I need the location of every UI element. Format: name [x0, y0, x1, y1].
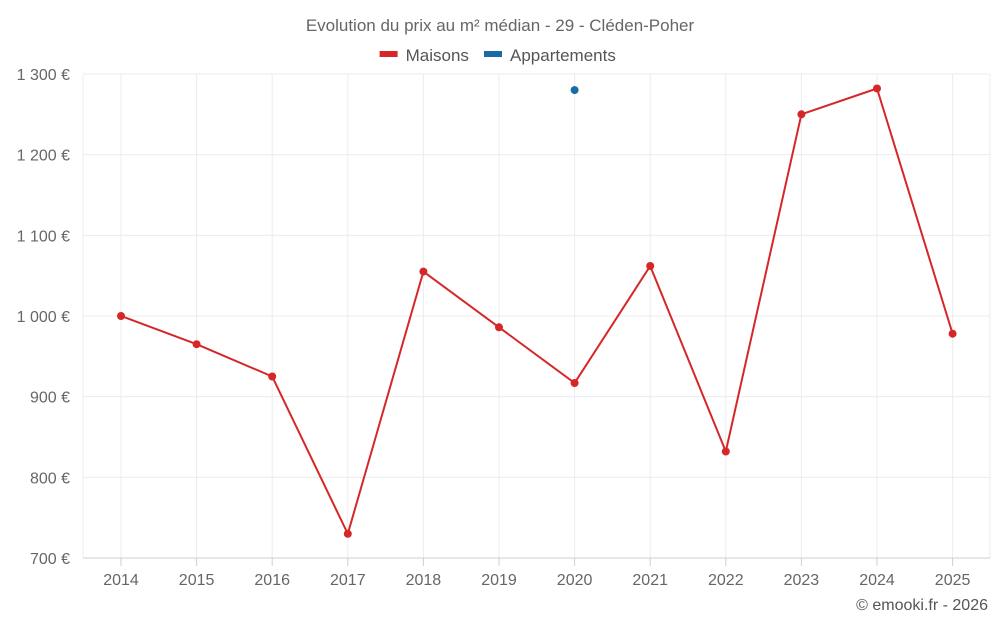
y-tick-label: 1 100 € [17, 228, 70, 245]
series [117, 84, 957, 538]
data-point-maisons[interactable] [192, 340, 201, 349]
data-point-maisons[interactable] [646, 262, 655, 270]
x-tick-label: 2014 [103, 572, 139, 589]
x-tick-label: 2016 [254, 572, 290, 589]
grid [82, 73, 991, 558]
y-tick-label: 700 € [30, 551, 70, 568]
data-point-maisons[interactable] [721, 447, 730, 456]
data-point-maisons[interactable] [268, 372, 277, 381]
data-point-maisons[interactable] [117, 312, 125, 320]
y-tick-label: 800 € [30, 470, 70, 487]
x-tick-label: 2017 [330, 572, 366, 589]
x-axis: 2014 2015 2016 2017 2018 2019 2020 2021 2022 2023… [83, 557, 990, 589]
y-tick-label: 1 000 € [17, 309, 70, 326]
legend-swatch [484, 51, 502, 57]
chart-title: Evolution du prix au m² médian - 29 - Cl… [306, 16, 695, 35]
x-tick-label: 2015 [179, 572, 215, 589]
legend-label: Maisons [406, 46, 469, 65]
data-point-maisons[interactable] [948, 329, 957, 338]
y-axis: 700 € 800 € 900 € 1 000 € 1 100 € 1 200 € 1 30… [17, 67, 70, 568]
x-tick-label: 2021 [632, 572, 668, 589]
x-tick-label: 2022 [708, 572, 744, 589]
x-tick-label: 2023 [784, 572, 820, 589]
credit-text: © emooki.fr - 2026 [856, 597, 988, 614]
series-line-maisons [120, 87, 954, 535]
legend-item-maisons[interactable]: Maisons [379, 46, 469, 65]
data-point-maisons[interactable] [873, 84, 881, 93]
data-point-maisons[interactable] [419, 267, 428, 276]
data-point-maisons[interactable] [570, 379, 579, 387]
data-point-appartements[interactable] [570, 86, 579, 95]
legend-swatch [379, 51, 398, 57]
x-tick-label: 2024 [859, 572, 895, 589]
x-tick-label: 2019 [481, 572, 517, 589]
data-point-maisons[interactable] [495, 323, 503, 332]
data-point-maisons[interactable] [797, 110, 806, 119]
x-tick-label: 2018 [406, 572, 442, 589]
x-tick-label: 2025 [935, 572, 971, 589]
data-point-maisons[interactable] [343, 529, 352, 538]
y-tick-label: 1 300 € [17, 67, 70, 84]
legend: Maisons Appartements [379, 46, 616, 65]
legend-label: Appartements [510, 46, 616, 65]
x-tick-label: 2020 [557, 572, 593, 589]
y-tick-label: 1 200 € [17, 148, 70, 165]
y-tick-label: 900 € [30, 390, 70, 407]
legend-item-appartements[interactable]: Appartements [484, 46, 616, 65]
